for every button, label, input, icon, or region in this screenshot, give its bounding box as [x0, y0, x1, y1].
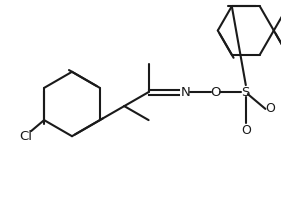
Text: O: O	[241, 124, 251, 137]
Text: N: N	[180, 86, 190, 99]
Text: Cl: Cl	[20, 130, 33, 143]
Text: O: O	[266, 102, 275, 115]
Text: O: O	[210, 86, 221, 99]
Text: S: S	[242, 86, 250, 99]
